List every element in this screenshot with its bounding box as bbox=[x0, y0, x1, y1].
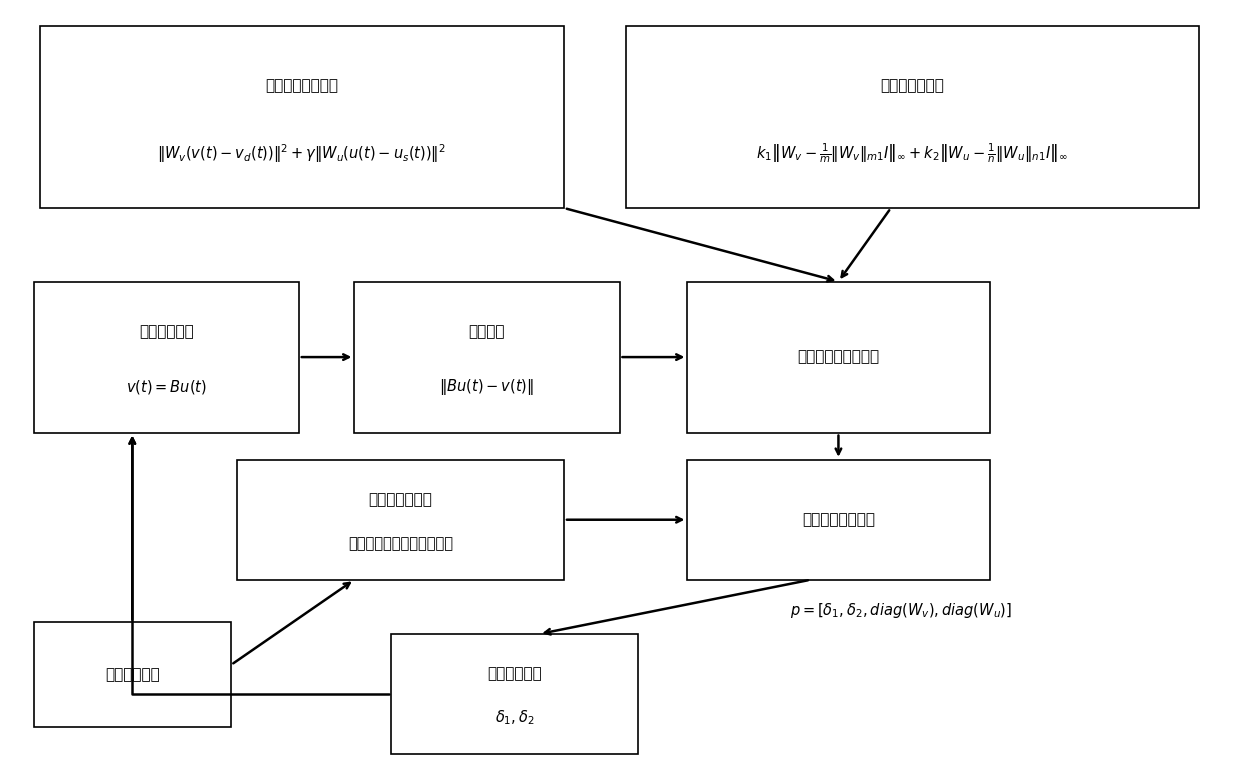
Bar bbox=[40, 26, 564, 208]
Text: $v(t) = Bu(t)$: $v(t) = Bu(t)$ bbox=[126, 378, 207, 396]
Text: 不等式约束条件: 不等式约束条件 bbox=[369, 492, 432, 507]
Text: $\delta_1, \delta_2$: $\delta_1, \delta_2$ bbox=[494, 708, 534, 727]
Bar bbox=[392, 634, 638, 754]
Bar bbox=[688, 459, 990, 580]
Text: 混合多目标优化函数: 混合多目标优化函数 bbox=[798, 349, 880, 364]
Text: $p=[\delta_1,\delta_2,diag(W_v),diag(W_u)]$: $p=[\delta_1,\delta_2,diag(W_v),diag(W_u… bbox=[789, 601, 1012, 620]
Text: $\|Bu(t)-v(t)\|$: $\|Bu(t)-v(t)\|$ bbox=[440, 378, 534, 397]
Bar bbox=[688, 282, 990, 433]
Text: 控制误差优化目标: 控制误差优化目标 bbox=[265, 79, 338, 94]
Bar bbox=[33, 282, 299, 433]
Bar bbox=[354, 282, 620, 433]
Text: 等式约束条件: 等式约束条件 bbox=[139, 324, 193, 339]
Bar bbox=[237, 459, 564, 580]
Text: 改进的粒子群算法: 改进的粒子群算法 bbox=[802, 512, 875, 527]
Text: 权系数优化目标: 权系数优化目标 bbox=[881, 79, 944, 94]
Bar bbox=[626, 26, 1199, 208]
Text: 舵面时变特性: 舵面时变特性 bbox=[105, 667, 160, 682]
Text: 舵面控制信号: 舵面控制信号 bbox=[487, 666, 541, 681]
Text: $k_1\left\|W_v-\frac{1}{m}\|W_v\|_{m1}I\right\|_\infty+k_2\left\|W_u-\frac{1}{n}: $k_1\left\|W_v-\frac{1}{m}\|W_v\|_{m1}I\… bbox=[757, 142, 1068, 165]
Text: 优化目标: 优化目标 bbox=[468, 324, 506, 339]
Text: $\|W_v(v(t)-v_d(t))\|^2 + \gamma\|W_u(u(t)-u_s(t))\|^2$: $\|W_v(v(t)-v_d(t))\|^2 + \gamma\|W_u(u(… bbox=[157, 142, 446, 165]
Text: （权系数矩阵、操纵变量）: （权系数矩阵、操纵变量） bbox=[348, 536, 453, 551]
Bar bbox=[33, 622, 230, 727]
